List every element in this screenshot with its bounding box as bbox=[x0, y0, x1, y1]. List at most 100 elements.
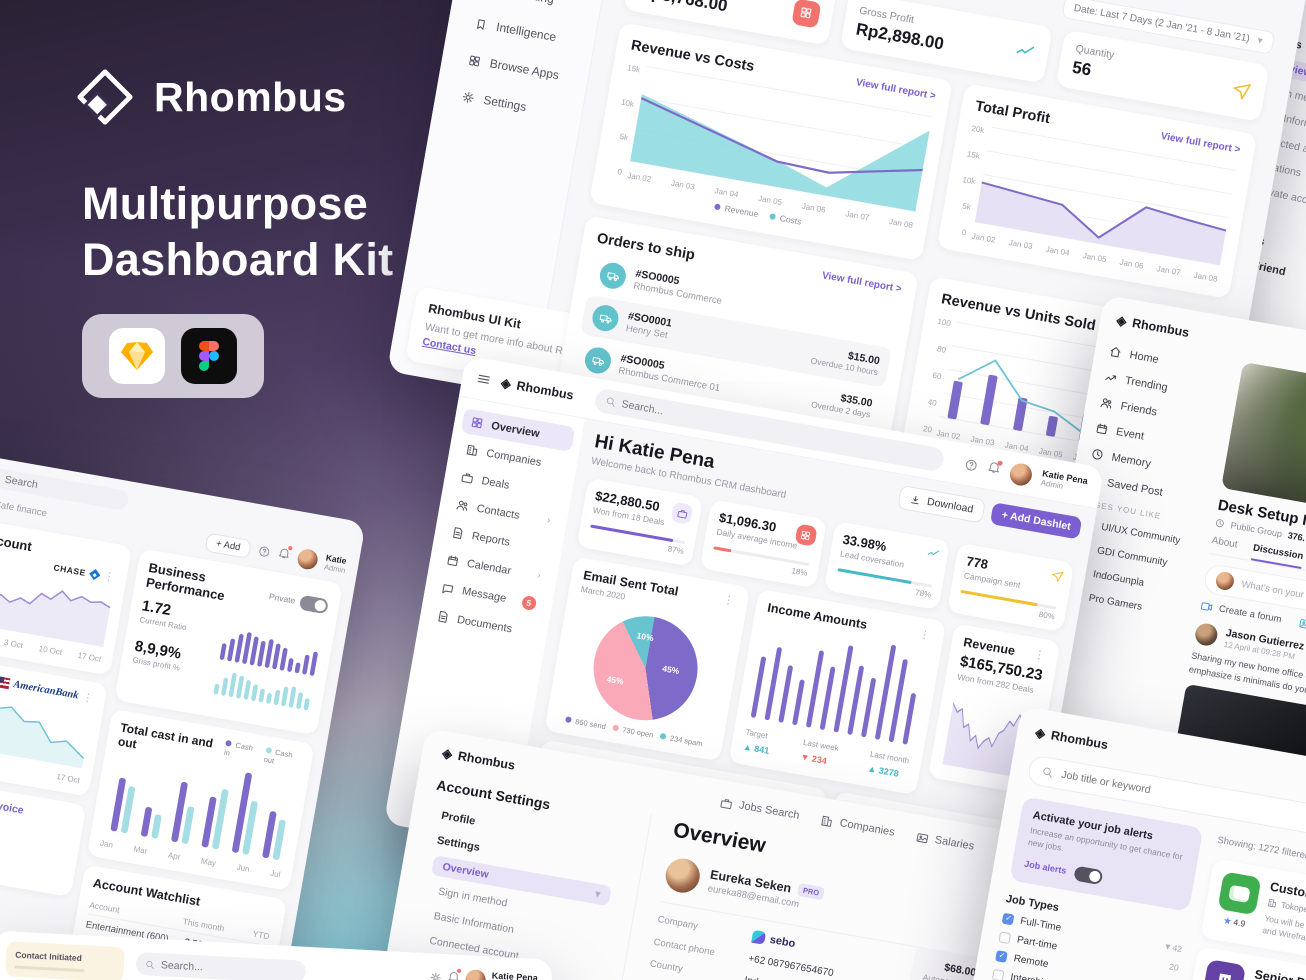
checkbox[interactable] bbox=[991, 968, 1005, 980]
design-apps-badge bbox=[82, 314, 264, 398]
tick-label: Jan 08 bbox=[1192, 270, 1219, 284]
kebab-menu-icon[interactable]: ⋮ bbox=[1032, 648, 1047, 663]
job-alerts-card: Activate your job alerts Increase an opp… bbox=[1009, 796, 1204, 912]
nav-companies[interactable]: Companies bbox=[820, 813, 896, 839]
income-amounts-card: Income Amounts ⋮ Target ▲ 841 Last week ▼ 2… bbox=[728, 588, 946, 796]
hamburger-menu-icon[interactable] bbox=[475, 371, 492, 388]
sidebar-item-browse-apps[interactable]: Browse Apps bbox=[467, 52, 589, 87]
rhombus-logo-icon: ◈ bbox=[499, 374, 513, 391]
contact-initiated-card[interactable]: Contact Initiated bbox=[5, 941, 125, 980]
kebab-menu-icon[interactable]: ⋮ bbox=[722, 593, 737, 608]
search-icon bbox=[145, 959, 156, 970]
contacts-icon bbox=[455, 498, 470, 513]
tick-label: 3 Oct bbox=[3, 637, 24, 651]
stat-campaign-sent: 778 Campaign sent 80% bbox=[947, 542, 1075, 633]
figma-icon bbox=[181, 328, 237, 384]
add-dashlet-button[interactable]: + Add Dashlet bbox=[989, 502, 1083, 540]
sales-invoice-card: New sales invoice bbox=[0, 777, 87, 898]
performance-bars-chart bbox=[213, 632, 318, 711]
unread-badge: 5 bbox=[520, 594, 537, 612]
notifications-bell[interactable] bbox=[447, 968, 462, 980]
private-toggle[interactable] bbox=[298, 594, 330, 614]
notification-dot bbox=[287, 545, 293, 551]
gear-icon bbox=[461, 89, 476, 104]
view-full-report-link[interactable]: View full report > bbox=[855, 77, 937, 103]
tick-label: Jan bbox=[99, 838, 114, 850]
cashflow-card: Total cast in and out Cash in Cash out bbox=[86, 708, 315, 892]
overview-icon bbox=[470, 415, 485, 430]
nav-jobs-search[interactable]: Jobs Search bbox=[719, 796, 800, 823]
event-icon bbox=[1094, 421, 1109, 436]
tick-label: 15k bbox=[966, 149, 981, 161]
tick-label: Jan 06 bbox=[801, 201, 827, 215]
checkbox-checked[interactable] bbox=[1001, 912, 1015, 926]
send-legend-dot bbox=[565, 716, 573, 724]
job-alerts-toggle[interactable] bbox=[1072, 865, 1104, 885]
country-value: Indonesia bbox=[743, 975, 788, 980]
sidebar-item-settings[interactable]: Settings bbox=[461, 89, 583, 124]
notifications-bell[interactable] bbox=[986, 459, 1003, 479]
open-legend-dot bbox=[612, 724, 620, 732]
rhombus-logo-icon: ◈ bbox=[1034, 724, 1047, 742]
avatar[interactable] bbox=[295, 547, 319, 571]
hero-title-line1: Multipurpose bbox=[82, 178, 369, 229]
tick-label: 15k bbox=[626, 63, 641, 75]
tick-label: Jan 07 bbox=[844, 209, 870, 223]
revenue-vs-costs-chart bbox=[629, 65, 933, 212]
gear-icon[interactable] bbox=[429, 971, 442, 980]
tab-about[interactable]: About bbox=[1210, 535, 1239, 551]
tick-label: 10k bbox=[961, 175, 977, 187]
cashflow-bar-chart bbox=[110, 772, 286, 860]
tick-label: Jul bbox=[269, 868, 282, 880]
americanbank-flag-icon bbox=[0, 676, 11, 690]
help-icon[interactable] bbox=[257, 545, 271, 559]
revenue-legend-dot bbox=[714, 203, 722, 211]
view-full-report-link[interactable]: View full report > bbox=[821, 270, 903, 296]
tab-discussion[interactable]: Discussion bbox=[1251, 542, 1305, 569]
help-icon[interactable] bbox=[964, 458, 979, 473]
truck-icon bbox=[590, 303, 621, 334]
tick-label: Jan 06 bbox=[1118, 257, 1145, 271]
notifications-bell[interactable] bbox=[276, 545, 293, 565]
briefcase-icon bbox=[719, 796, 734, 811]
cash-in-legend-dot bbox=[225, 739, 233, 747]
avatar[interactable] bbox=[1008, 461, 1034, 487]
sidebar-item-intelligence[interactable]: Intelligence bbox=[473, 16, 595, 51]
reports-icon bbox=[450, 526, 465, 541]
rhombus-logo-icon bbox=[77, 69, 133, 125]
deals-icon bbox=[460, 470, 475, 485]
user-name: Katie Pena bbox=[491, 970, 539, 980]
goods-sold-icon bbox=[791, 0, 822, 28]
americanbank-line-chart bbox=[0, 694, 85, 769]
add-button[interactable]: + Add bbox=[204, 532, 252, 559]
current-ratio-stat: 1.72 Current Ratio bbox=[138, 597, 188, 633]
globe-icon bbox=[1214, 517, 1226, 529]
download-button[interactable]: Download bbox=[897, 484, 987, 524]
bottom-search[interactable] bbox=[135, 951, 307, 980]
tick-label: 17 Oct bbox=[55, 772, 81, 785]
friends-icon bbox=[1099, 396, 1114, 411]
profile-avatar bbox=[663, 855, 703, 896]
caret-down-icon: ▾ bbox=[1256, 35, 1264, 47]
avatar[interactable] bbox=[465, 969, 487, 980]
checkbox-checked[interactable] bbox=[995, 949, 1008, 963]
view-full-report-link[interactable]: View full report > bbox=[1159, 130, 1242, 156]
account-brand: ◈ Rhombus bbox=[441, 745, 517, 773]
twitch-icon bbox=[1202, 958, 1247, 980]
memory-icon bbox=[1090, 447, 1105, 462]
checkbox[interactable] bbox=[998, 931, 1012, 944]
salaries-icon bbox=[915, 830, 930, 845]
nav-salaries[interactable]: Salaries bbox=[915, 830, 975, 853]
tick-label: 20k bbox=[970, 123, 986, 135]
notification-dot bbox=[456, 968, 462, 973]
income-bar-chart bbox=[750, 644, 916, 745]
sidebar-item-reporting[interactable]: Reporting bbox=[480, 0, 602, 14]
crm-brand: ◈ Rhombus bbox=[499, 374, 575, 402]
photo-video-button[interactable]: Photo/video bbox=[1298, 617, 1306, 642]
companies-icon bbox=[465, 443, 480, 458]
jobs-brand: ◈ Rhombus bbox=[1034, 724, 1110, 753]
avatar bbox=[1193, 621, 1220, 648]
send-icon bbox=[1230, 78, 1253, 101]
